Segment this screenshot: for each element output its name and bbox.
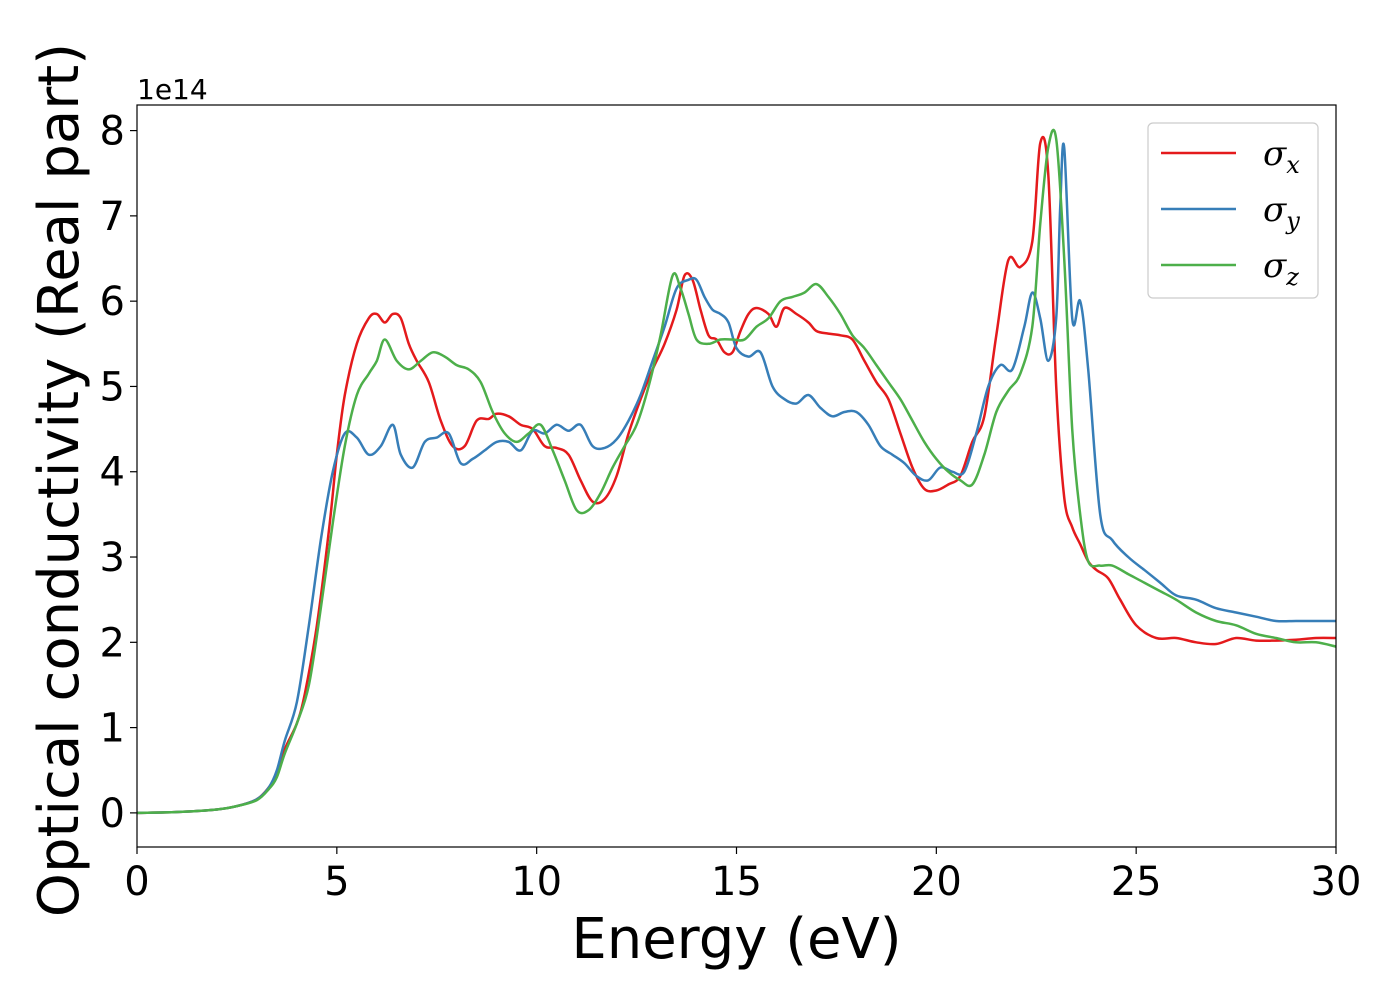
y-tick-label: 0: [100, 791, 125, 837]
legend: σx σy σz: [1147, 122, 1319, 299]
y-axis-ticks: 0 1 2 3 4 5 6 7 8: [100, 109, 137, 837]
series-line-sigma-y: [137, 142, 1336, 815]
y-tick-label: 5: [100, 364, 125, 410]
x-tick-label: 0: [124, 859, 149, 905]
x-axis-ticks: 0 5 10 15 20 25 30: [124, 847, 1361, 905]
legend-box: [1147, 122, 1319, 299]
y-tick-label: 7: [100, 194, 125, 240]
legend-label-sigma-y: σy: [1263, 190, 1300, 235]
y-tick-label: 3: [100, 535, 125, 581]
y-axis-label: Optical conductivity (Real part): [27, 43, 92, 917]
y-tick-label: 2: [100, 620, 125, 666]
legend-label-sigma-z: σz: [1263, 246, 1299, 291]
x-axis-label: Energy (eV): [571, 907, 901, 972]
series-layer: [137, 128, 1336, 815]
series-line-sigma-z: [137, 128, 1336, 815]
x-tick-label: 25: [1111, 859, 1162, 905]
series-line-sigma-x: [137, 135, 1336, 815]
y-tick-label: 8: [100, 109, 125, 155]
y-tick-label: 4: [100, 450, 125, 496]
x-tick-label: 30: [1311, 859, 1362, 905]
y-tick-label: 6: [100, 279, 125, 325]
x-tick-label: 15: [711, 859, 762, 905]
y-axis-offset-label: 1e14: [137, 73, 208, 106]
x-tick-label: 20: [911, 859, 962, 905]
x-tick-label: 5: [324, 859, 349, 905]
x-tick-label: 10: [511, 859, 562, 905]
legend-label-sigma-x: σx: [1263, 134, 1300, 179]
y-tick-label: 1: [100, 706, 125, 752]
